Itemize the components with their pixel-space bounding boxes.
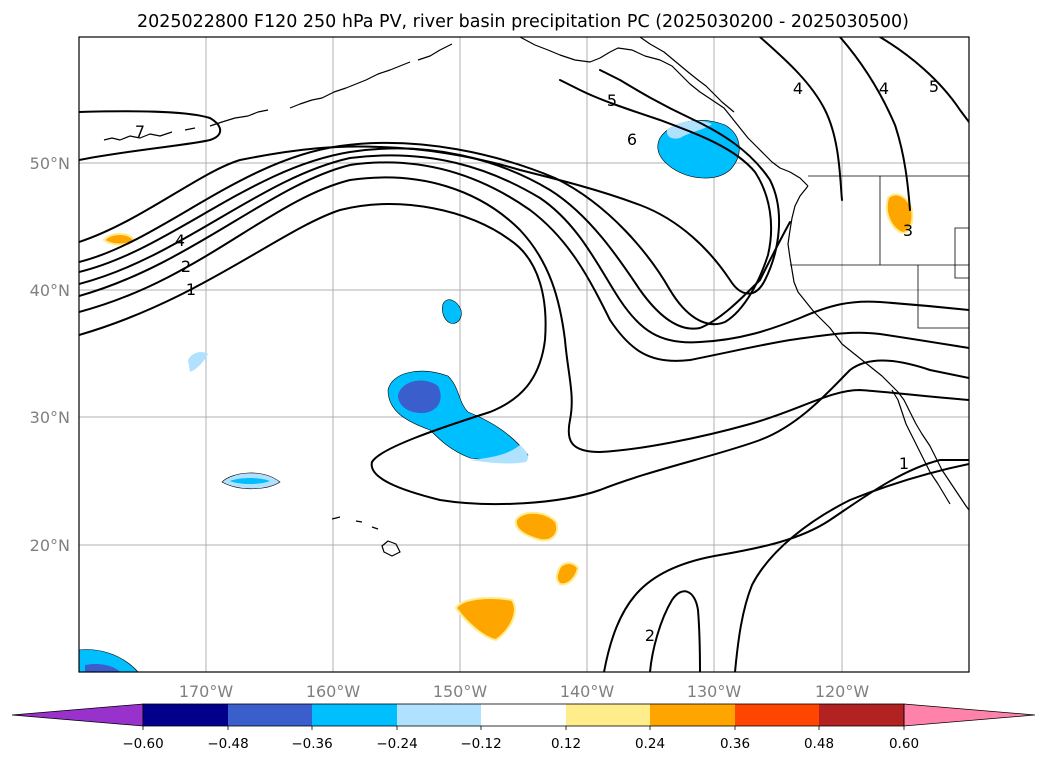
colorbar-tick-label: −0.36 <box>291 736 332 752</box>
pv-contour-labels: 7 5 4 6 4 5 4 2 1 3 1 2 <box>135 77 939 645</box>
political-borders <box>790 175 969 329</box>
contour-label: 5 <box>607 91 617 110</box>
pv-contours <box>79 37 969 672</box>
colorbar-segment <box>143 704 228 726</box>
lon-axis-labels: 170°W 160°W 150°W 140°W 130°W 120°W <box>179 682 870 701</box>
colorbar-high-extension <box>903 703 1036 727</box>
contour-label: 4 <box>175 231 185 250</box>
lat-label: 30°N <box>30 408 70 427</box>
colorbar-tick-label: −0.24 <box>376 736 417 752</box>
colorbar: −0.60 −0.48 −0.36 −0.24 −0.12 0.12 0.24 … <box>11 703 1036 752</box>
colorbar-segment <box>228 704 312 726</box>
colorbar-segment <box>312 704 397 726</box>
colorbar-tick-label: −0.60 <box>122 736 163 752</box>
colorbar-tick-label: −0.12 <box>460 736 501 752</box>
lon-label: 160°W <box>306 682 361 701</box>
colorbar-segment <box>735 704 819 726</box>
precip-positive-region <box>454 597 516 642</box>
contour-label: 4 <box>793 79 803 98</box>
contour-label: 6 <box>627 130 637 149</box>
colorbar-low-extension <box>11 703 144 727</box>
map-area: 7 5 4 6 4 5 4 2 1 3 1 2 <box>79 37 969 672</box>
precip-anomaly-shading <box>79 120 914 672</box>
colorbar-segment <box>397 704 481 726</box>
colorbar-tick-label: 0.36 <box>720 736 750 752</box>
contour-label: 1 <box>186 280 196 299</box>
lat-axis-labels: 50°N 40°N 30°N 20°N <box>30 154 70 555</box>
lon-label: 170°W <box>179 682 234 701</box>
precip-strong-negative-core <box>398 380 441 414</box>
precip-positive-region <box>555 562 580 586</box>
map-title: 2025022800 F120 250 hPa PV, river basin … <box>137 12 909 32</box>
colorbar-tick-label: −0.48 <box>207 736 248 752</box>
lon-label: 140°W <box>560 682 615 701</box>
colorbar-segment <box>819 704 904 726</box>
coastlines <box>103 37 969 557</box>
contour-label: 1 <box>899 454 909 473</box>
colorbar-segment <box>481 704 566 726</box>
lat-label: 50°N <box>30 154 70 173</box>
lat-label: 40°N <box>30 281 70 300</box>
precip-negative-region <box>442 299 462 324</box>
contour-label: 3 <box>903 221 913 240</box>
colorbar-tick-label: 0.12 <box>551 736 581 752</box>
map-frame <box>78 36 970 673</box>
lon-label: 150°W <box>433 682 488 701</box>
precip-positive-region <box>514 511 558 542</box>
lat-label: 20°N <box>30 536 70 555</box>
contour-label: 2 <box>645 626 655 645</box>
colorbar-tick-label: 0.24 <box>635 736 665 752</box>
colorbar-tick-label: 0.48 <box>804 736 834 752</box>
precip-positive-region <box>885 193 914 234</box>
contour-label: 5 <box>929 77 939 96</box>
lon-label: 120°W <box>815 682 870 701</box>
contour-label: 7 <box>135 122 145 141</box>
lon-label: 130°W <box>687 682 742 701</box>
contour-label: 4 <box>879 79 889 98</box>
colorbar-segment <box>650 704 735 726</box>
colorbar-tick-label: 0.60 <box>889 736 919 752</box>
contour-label: 2 <box>181 257 191 276</box>
colorbar-segment <box>566 704 650 726</box>
